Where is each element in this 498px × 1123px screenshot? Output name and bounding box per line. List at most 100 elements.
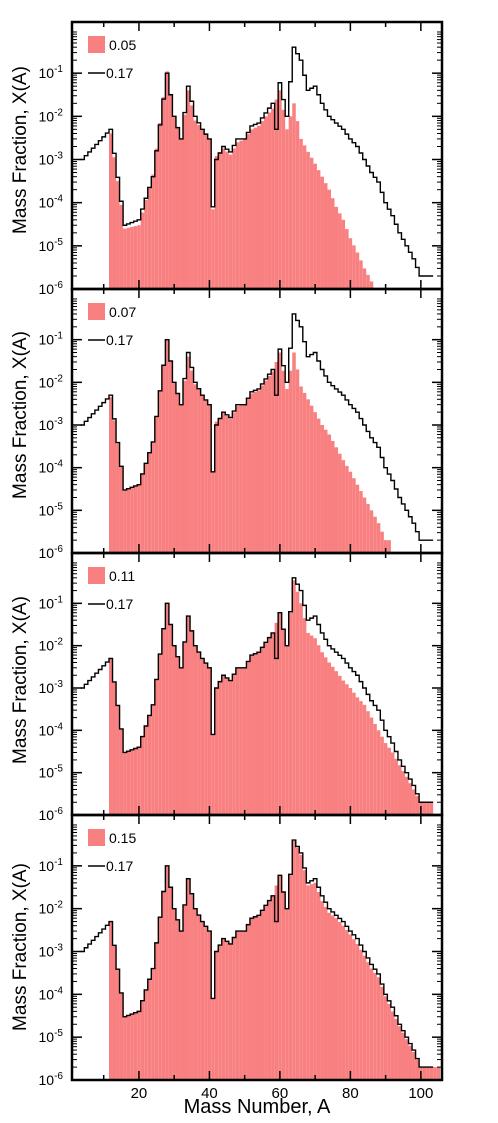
histogram-bar xyxy=(299,854,303,1080)
histogram-bar xyxy=(306,399,310,553)
histogram-bar xyxy=(295,847,300,1080)
histogram-bar xyxy=(313,163,317,289)
histogram-bar xyxy=(133,748,138,815)
histogram-bar xyxy=(211,998,215,1080)
histogram-bar xyxy=(338,921,342,1080)
histogram-bar xyxy=(274,361,279,553)
y-tick-label: 10-2 xyxy=(39,637,64,654)
histogram-bar xyxy=(288,370,293,553)
histogram-bar xyxy=(154,942,159,1080)
histogram-bar xyxy=(271,632,275,815)
histogram-bar xyxy=(285,388,289,553)
histogram-bar xyxy=(137,225,141,289)
histogram-bar xyxy=(116,181,120,289)
histogram-bar xyxy=(140,1000,145,1080)
y-tick-label: 10-6 xyxy=(39,280,64,297)
histogram-bar xyxy=(376,523,381,553)
histogram-bar xyxy=(154,679,159,815)
histogram-bar xyxy=(190,105,194,290)
histogram-bar xyxy=(369,281,374,289)
histogram-bar xyxy=(422,1067,427,1080)
histogram-bar xyxy=(383,996,388,1080)
histogram-bar xyxy=(218,681,222,815)
histogram-bar xyxy=(147,715,152,815)
histogram-bar xyxy=(338,453,342,553)
histogram-bar xyxy=(158,390,162,553)
histogram-bar xyxy=(331,666,335,815)
histogram-bar xyxy=(366,711,370,815)
histogram-bar xyxy=(292,841,296,1080)
legend-label-line: 0.17 xyxy=(106,332,133,348)
y-tick-label: 10-6 xyxy=(39,806,64,823)
histogram-bar xyxy=(151,174,155,289)
histogram-bar xyxy=(306,885,310,1080)
histogram-bar xyxy=(179,667,183,815)
histogram-bar xyxy=(295,121,300,290)
histogram-bar xyxy=(140,736,145,815)
histogram-bar xyxy=(260,385,265,553)
histogram-bar xyxy=(204,399,208,553)
x-tick-label: 20 xyxy=(131,1085,148,1102)
histogram-bar xyxy=(299,138,303,289)
histogram-bar xyxy=(158,654,162,815)
y-tick-label: 10-4 xyxy=(39,721,64,738)
histogram-bar xyxy=(288,874,293,1080)
histogram-bar xyxy=(119,466,124,553)
histogram-bar xyxy=(271,371,275,553)
histogram-bar xyxy=(211,209,215,289)
histogram-bar xyxy=(422,802,427,815)
histogram-bar xyxy=(288,612,293,815)
histogram-bar xyxy=(228,154,233,289)
histogram-bar xyxy=(235,931,240,1080)
histogram-bar xyxy=(433,1067,437,1080)
histogram-bar xyxy=(232,674,236,815)
x-tick-label: 80 xyxy=(342,1085,359,1102)
histogram-bar xyxy=(288,116,293,289)
histogram-bar xyxy=(323,906,328,1080)
x-tick-label: 100 xyxy=(408,1085,433,1102)
histogram-bar xyxy=(429,802,434,815)
histogram-bar xyxy=(373,723,377,815)
histogram-bar xyxy=(126,751,131,815)
histogram-bar xyxy=(373,972,377,1080)
chart-panel-4: 10-1 10-2 10-3 10-4 10-5 10-6 0.15 0.17 xyxy=(39,813,444,1088)
histogram-bar xyxy=(109,397,113,553)
histogram-bar xyxy=(211,734,215,815)
histogram-bar xyxy=(380,531,384,553)
histogram-bar xyxy=(436,1067,441,1080)
y-tick-label: 10-4 xyxy=(39,194,64,211)
histogram-bar xyxy=(183,380,187,553)
histogram-bar xyxy=(278,875,282,1080)
histogram-bar xyxy=(112,945,117,1080)
histogram-bar xyxy=(242,138,247,289)
histogram-bar xyxy=(123,752,127,815)
chart-panel-2: 10-1 10-2 10-3 10-4 10-5 10-6 0.07 0.17 xyxy=(39,287,444,561)
histogram-bar xyxy=(352,692,356,815)
histogram-bar xyxy=(112,681,117,815)
histogram-bar xyxy=(285,908,289,1080)
histogram-bar xyxy=(112,420,117,553)
histogram-bar xyxy=(200,129,205,289)
x-tick-label: 60 xyxy=(272,1085,289,1102)
histogram-bar xyxy=(355,697,360,815)
histogram-bar xyxy=(249,918,254,1080)
histogram-bar xyxy=(264,380,268,553)
histogram-bar xyxy=(260,121,265,290)
histogram-bar xyxy=(390,752,395,815)
histogram-bar xyxy=(366,962,370,1080)
histogram-bar xyxy=(257,390,261,553)
x-axis-label: Mass Number, A xyxy=(184,1096,331,1118)
histogram-bar xyxy=(267,637,272,815)
histogram-bar xyxy=(242,931,247,1080)
histogram-bar xyxy=(359,491,363,553)
histogram-bar xyxy=(239,405,243,553)
histogram-bar xyxy=(161,365,166,553)
histogram-bar xyxy=(426,1067,430,1080)
histogram-bar xyxy=(123,228,127,289)
histogram-bar xyxy=(348,934,353,1080)
y-tick-label: 10-2 xyxy=(39,373,64,390)
histogram-bar xyxy=(179,404,183,553)
histogram-bar xyxy=(316,170,321,289)
y-tick-label: 10-2 xyxy=(39,107,64,124)
histogram-bar xyxy=(334,918,339,1080)
